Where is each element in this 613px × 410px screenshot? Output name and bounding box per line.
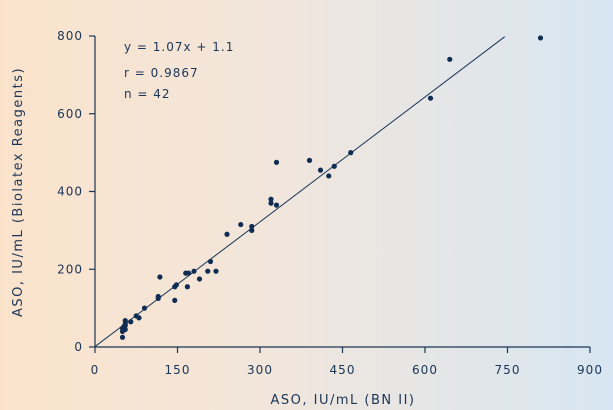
plot-area: 0 150 300 450 600 750 900 0 200 400 600 800 bbox=[57, 29, 603, 377]
x-tick-label: 450 bbox=[330, 363, 356, 377]
regression-line bbox=[94, 36, 506, 347]
data-point bbox=[213, 268, 219, 274]
data-point bbox=[155, 293, 161, 300]
x-tick-label: 600 bbox=[412, 363, 438, 377]
data-point bbox=[273, 202, 280, 208]
data-point bbox=[348, 150, 354, 156]
data-point bbox=[205, 268, 211, 274]
data-point bbox=[136, 315, 142, 321]
data-point bbox=[173, 282, 179, 288]
data-point bbox=[268, 196, 274, 202]
x-axis-label: ASO, IU/mL (BN II) bbox=[271, 393, 416, 408]
data-point bbox=[119, 334, 126, 340]
x-tick-label: 150 bbox=[165, 363, 191, 377]
data-point bbox=[122, 326, 128, 333]
data-point bbox=[326, 173, 332, 179]
data-point bbox=[191, 268, 197, 274]
sample-size: n = 42 bbox=[124, 87, 171, 101]
y-tick-label: 400 bbox=[57, 185, 83, 199]
x-tick-label: 900 bbox=[577, 363, 603, 377]
data-point bbox=[268, 200, 274, 206]
data-point bbox=[427, 95, 434, 101]
data-point bbox=[128, 319, 134, 325]
data-point bbox=[249, 227, 255, 233]
y-tick-label: 200 bbox=[57, 262, 83, 276]
regression-equation: y = 1.07x + 1.1 bbox=[124, 40, 234, 54]
y-tick-label: 0 bbox=[74, 340, 83, 354]
data-point bbox=[249, 223, 255, 230]
data-point bbox=[447, 56, 453, 62]
data-point bbox=[185, 270, 192, 276]
data-point bbox=[306, 157, 313, 163]
correlation-coefficient: r = 0.9867 bbox=[124, 66, 199, 80]
data-point bbox=[207, 258, 214, 265]
data-point bbox=[157, 274, 163, 280]
data-point bbox=[273, 159, 280, 165]
data-point bbox=[331, 163, 337, 169]
data-point bbox=[141, 305, 148, 311]
y-tick-label: 600 bbox=[57, 107, 83, 121]
data-point bbox=[238, 221, 244, 228]
data-point bbox=[317, 167, 324, 173]
data-point bbox=[172, 297, 178, 303]
data-point bbox=[196, 276, 203, 282]
y-tick-label: 800 bbox=[57, 29, 83, 43]
data-point bbox=[184, 284, 190, 290]
y-axis-label: ASO, IU/mL (Biolatex Reagents) bbox=[11, 67, 26, 317]
x-tick-label: 0 bbox=[91, 363, 100, 377]
data-point bbox=[537, 35, 544, 41]
x-tick-label: 750 bbox=[495, 363, 521, 377]
data-point bbox=[122, 317, 128, 324]
data-point bbox=[224, 231, 230, 237]
stats-annotation: y = 1.07x + 1.1 r = 0.9867 n = 42 bbox=[124, 40, 234, 101]
x-tick-label: 300 bbox=[247, 363, 273, 377]
